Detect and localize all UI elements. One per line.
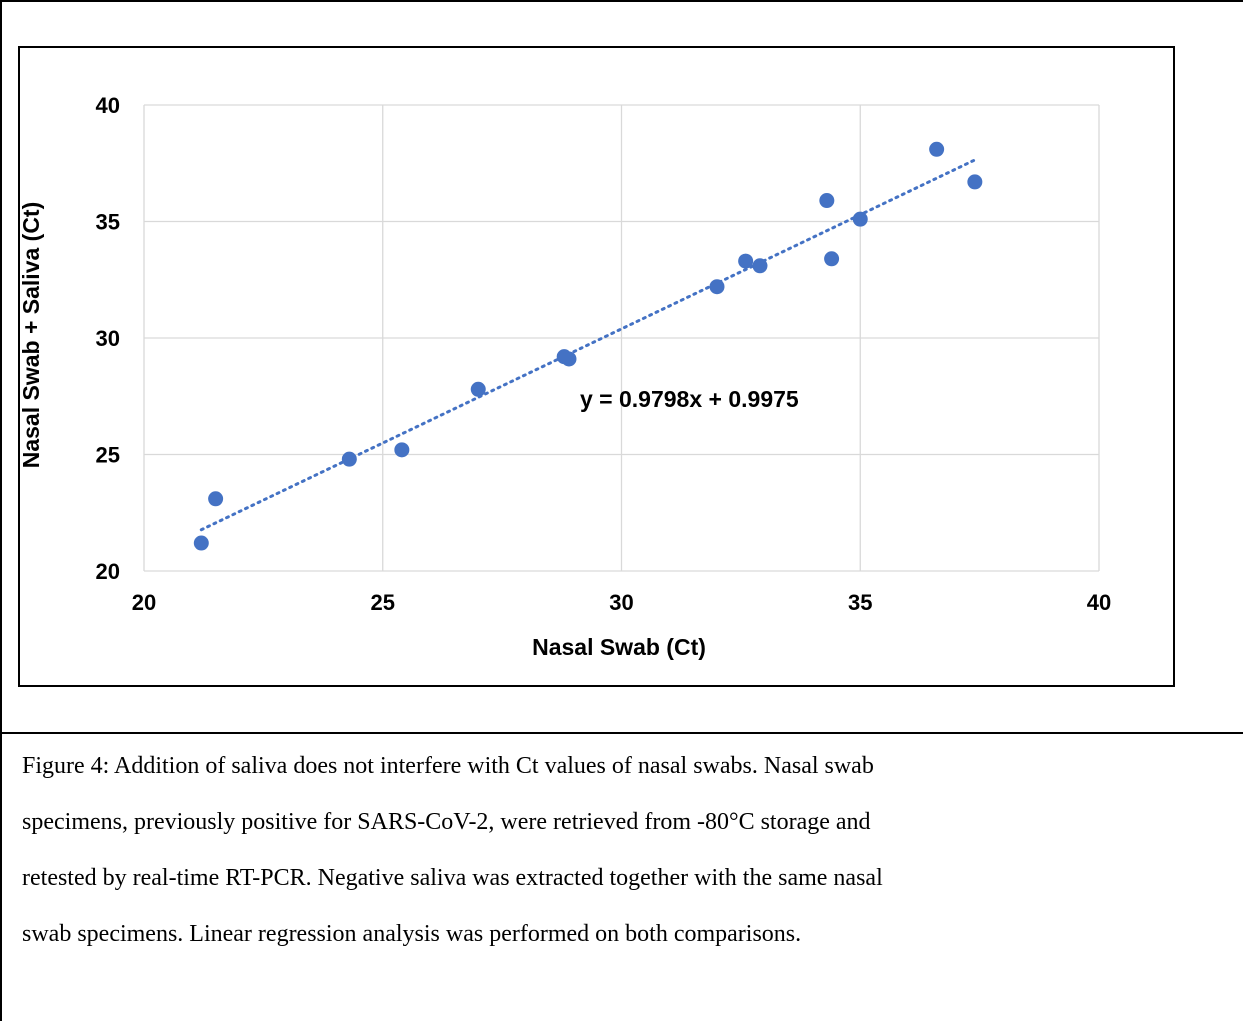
data-point [709, 279, 725, 295]
x-axis-title: Nasal Swab (Ct) [532, 634, 706, 660]
y-tick-label: 20 [96, 559, 120, 584]
tick-labels: 20 25 30 35 40 20 25 30 35 40 [96, 93, 1112, 615]
data-point [967, 174, 983, 190]
trendline [199, 158, 977, 532]
gridlines [143, 104, 1100, 572]
data-point [341, 451, 357, 467]
caption-line: specimens, previously positive for SARS-… [22, 809, 871, 835]
scatter-chart: 20 25 30 35 40 20 25 30 35 40 y = 0.9798x + 0.997… [20, 93, 1112, 660]
data-point [738, 253, 754, 269]
caption-line: retested by real-time RT-PCR. Negative s… [22, 865, 883, 891]
y-axis-title: Nasal Swab + Saliva (Ct) [20, 202, 44, 469]
data-point [819, 193, 835, 209]
data-point [929, 141, 945, 157]
x-tick-label: 20 [132, 590, 156, 615]
figure-cell [0, 732, 1243, 734]
x-tick-label: 35 [848, 590, 872, 615]
data-point [470, 381, 486, 397]
x-tick-label: 30 [609, 590, 633, 615]
data-point [852, 211, 868, 227]
data-point [752, 258, 768, 274]
data-point [561, 351, 577, 367]
data-point [824, 251, 840, 267]
y-tick-label: 35 [96, 210, 120, 235]
data-point [394, 442, 410, 458]
y-tick-label: 30 [96, 326, 120, 351]
y-tick-label: 25 [96, 443, 120, 468]
x-tick-label: 25 [371, 590, 395, 615]
caption-line: Figure 4: Addition of saliva does not in… [22, 753, 874, 779]
trendline-group [199, 158, 977, 532]
x-tick-label: 40 [1087, 590, 1111, 615]
figure-caption: Figure 4: Addition of saliva does not in… [22, 738, 1222, 962]
data-points [193, 141, 983, 551]
y-tick-label: 40 [96, 93, 120, 118]
data-point [193, 535, 209, 551]
trendline-equation: y = 0.9798x + 0.9975 [580, 386, 799, 412]
chart-area: 20 25 30 35 40 20 25 30 35 40 y = 0.9798x + 0.997… [18, 46, 1175, 687]
data-point [208, 491, 224, 507]
caption-line: swab specimens. Linear regression analys… [22, 921, 802, 947]
